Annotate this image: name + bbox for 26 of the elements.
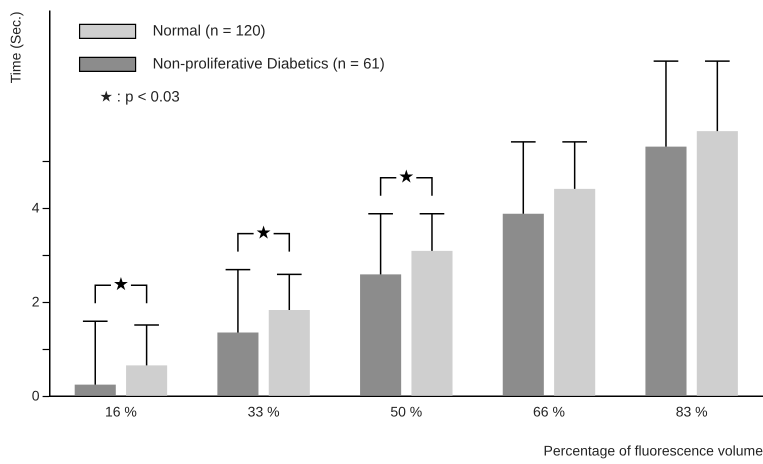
x-tick-label: 16 % xyxy=(104,404,137,420)
bar xyxy=(502,214,544,396)
bar xyxy=(411,250,453,396)
legend-label: Non-proliferative Diabetics (n = 61) xyxy=(152,56,385,73)
x-tick-label: 33 % xyxy=(248,404,280,420)
bar xyxy=(360,274,402,396)
annotation: ★ xyxy=(256,222,272,244)
bar xyxy=(645,146,687,396)
annotation: ★ xyxy=(112,274,129,295)
y-axis-title: Time (Sec.) xyxy=(7,11,24,84)
y-tick-label: 4 xyxy=(32,199,40,216)
annotation: ★ xyxy=(398,166,414,188)
bar xyxy=(217,332,258,396)
x-tick-label: 66 % xyxy=(533,404,565,420)
bar xyxy=(126,365,168,396)
x-tick-label: 83 % xyxy=(676,404,708,420)
y-tick-label: 2 xyxy=(32,293,40,310)
y-tick-label: 0 xyxy=(32,387,40,404)
bar xyxy=(74,384,116,396)
bar xyxy=(554,188,596,396)
annotation: ★ : p < 0.03 xyxy=(100,88,180,106)
bar xyxy=(268,310,310,396)
x-axis-title: Percentage of fluorescence volume xyxy=(544,442,763,458)
x-tick-label: 50 % xyxy=(390,404,422,420)
bar xyxy=(696,131,738,396)
legend-label: Normal (n = 120) xyxy=(152,22,266,40)
